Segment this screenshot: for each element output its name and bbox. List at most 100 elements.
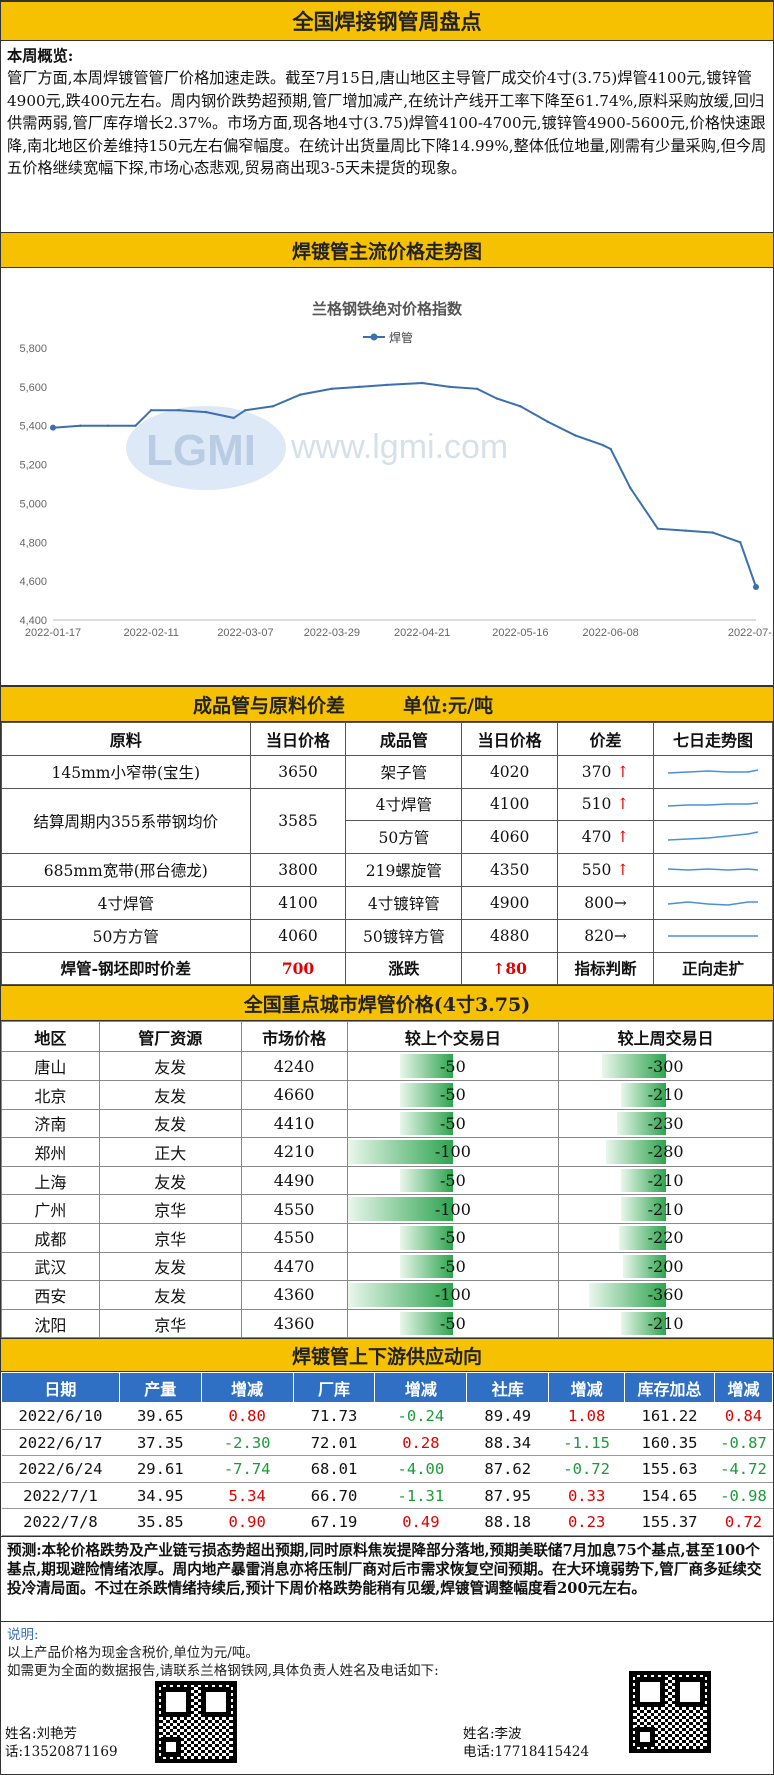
- price-diff: 370 ↑: [557, 754, 654, 789]
- spread-unit: 单位:元/吨: [403, 694, 493, 717]
- supply-value: 160.35: [624, 1429, 715, 1457]
- contact-name: 姓名:李波: [463, 1726, 522, 1742]
- data-point: [244, 408, 247, 412]
- supply-value: 87.95: [466, 1482, 549, 1510]
- data-point: [232, 416, 235, 420]
- raw-price: 4100: [249, 885, 347, 920]
- change-bar: [620, 1311, 666, 1336]
- up-arrow-icon: ↑: [616, 795, 630, 814]
- change-prev-week: -220: [558, 1222, 773, 1253]
- change-prev-week: -360: [558, 1280, 773, 1310]
- spread-row: 145mm小窄带(宝生) 3650 架子管 4020 370 ↑: [1, 754, 774, 789]
- x-tick-label: 2022-03-29: [304, 627, 360, 639]
- supply-value: 0.72: [714, 1508, 773, 1536]
- raw-material: 145mm小窄带(宝生): [1, 754, 251, 789]
- change-bar: [347, 1140, 453, 1164]
- price-diff: 820→: [557, 918, 654, 953]
- indicator-value: 正向走扩: [652, 951, 774, 986]
- market-price: 4490: [240, 1165, 348, 1196]
- change-bar: [589, 1283, 666, 1307]
- city-header: 管厂资源: [98, 1021, 242, 1053]
- supply-value: -7.74: [201, 1455, 294, 1483]
- supply-header-row: 日期 产量 增减 厂库 增减 社库 增减 库存加总 增减: [1, 1372, 774, 1404]
- supply-value: 35.85: [119, 1508, 202, 1536]
- y-axis: 4,400 4,600 4,800 5,000 5,200 5,400 5,600 5,800: [19, 343, 47, 627]
- data-point: [358, 385, 361, 389]
- data-point: [739, 541, 742, 544]
- change-label: 涨跌: [345, 951, 463, 986]
- y-tick-label: 5,600: [19, 382, 47, 394]
- supply-value: -0.24: [374, 1402, 467, 1430]
- mill-resource: 友发: [98, 1165, 242, 1196]
- spread-row: 4寸焊管 4100 4寸镀锌管 4900 800→: [1, 885, 774, 920]
- change-prev-week: -200: [558, 1251, 773, 1282]
- chart-legend: 焊管: [363, 330, 413, 345]
- raw-material: 50方方管: [1, 918, 251, 953]
- supply-value: 66.70: [293, 1482, 375, 1510]
- market-price: 4360: [240, 1280, 348, 1310]
- city-name: 西安: [1, 1280, 100, 1310]
- sparkline-cell: [652, 918, 774, 953]
- change-bar: [347, 1197, 453, 1221]
- mill-resource: 友发: [98, 1051, 242, 1081]
- market-price: 4360: [240, 1308, 348, 1339]
- data-point: [177, 408, 180, 412]
- supply-value: 154.65: [624, 1482, 715, 1510]
- data-point: [574, 434, 577, 437]
- supply-value: 161.22: [624, 1402, 715, 1430]
- spread-row: 50方方管 4060 50镀锌方管 4880 820→: [1, 918, 774, 953]
- y-tick-label: 5,400: [19, 421, 47, 433]
- spread-footer-row: 焊管-钢坯即时价差 700 涨跌 ↑80 指标判断 正向走扩: [1, 951, 774, 986]
- city-name: 郑州: [1, 1137, 100, 1167]
- supply-value: 155.63: [624, 1455, 715, 1483]
- watermark-logo: LGMI: [146, 426, 256, 475]
- sparkline-cell: [652, 853, 774, 887]
- raw-material: 结算周期内355系带钢均价: [1, 787, 251, 855]
- chart-section-heading: 焊镀管主流价格走势图: [1, 232, 773, 268]
- billet-spread-label: 焊管-钢坯即时价差: [1, 951, 251, 986]
- city-row: 沈阳 京华 4360 -50 -210: [1, 1308, 773, 1339]
- contact-2: 姓名:李波 电话:17718415424: [463, 1725, 589, 1761]
- product: 4寸焊管: [345, 787, 463, 822]
- supply-value: 72.01: [293, 1429, 375, 1457]
- raw-material: 685mm宽带(邢台德龙): [1, 853, 251, 887]
- overview-text: 管厂方面,本周焊镀管管厂价格加速走跌。截至7月15日,唐山地区主导管厂成交价4寸…: [7, 69, 767, 178]
- x-tick-label: 2022-06-08: [583, 627, 639, 639]
- supply-header: 增减: [713, 1372, 774, 1404]
- qr-code-icon: [629, 1671, 711, 1753]
- change-bar: [347, 1283, 453, 1307]
- supply-value: 0.28: [374, 1429, 467, 1457]
- supply-value: 0.23: [548, 1508, 625, 1536]
- supply-value: 71.73: [293, 1402, 375, 1430]
- spread-section-heading: 成品管与原料价差 单位:元/吨: [1, 686, 773, 722]
- supply-value: 34.95: [119, 1482, 202, 1510]
- supply-date: 2022/6/24: [1, 1455, 120, 1483]
- change-prev-week: -210: [558, 1079, 773, 1110]
- supply-value: 89.49: [466, 1402, 549, 1430]
- price-diff: 510 ↑: [557, 787, 654, 822]
- supply-value: -0.72: [548, 1455, 625, 1483]
- supply-date: 2022/7/8: [1, 1508, 120, 1536]
- change-bar: [606, 1140, 666, 1164]
- price-diff: 800→: [557, 885, 654, 920]
- supply-value: 0.90: [201, 1508, 294, 1536]
- spread-header-row: 原料 当日价格 成品管 当日价格 价差 七日走势图: [1, 722, 774, 756]
- data-point: [204, 410, 208, 414]
- market-price: 4550: [240, 1222, 348, 1253]
- data-point: [629, 486, 632, 490]
- city-row: 武汉 友发 4470 -50 -200: [1, 1251, 773, 1282]
- supply-value: -4.72: [714, 1455, 773, 1483]
- supply-value: 0.49: [374, 1508, 467, 1536]
- sparkline-cell: [652, 885, 774, 920]
- spread-header: 当日价格: [249, 722, 347, 756]
- change-bar: [400, 1054, 453, 1078]
- market-price: 4550: [240, 1194, 348, 1224]
- mill-resource: 京华: [98, 1222, 242, 1253]
- data-point: [420, 381, 424, 385]
- x-tick-label: 2022-01-17: [25, 627, 81, 639]
- supply-value: 37.35: [119, 1429, 202, 1457]
- data-point: [50, 424, 56, 431]
- city-name: 唐山: [1, 1051, 100, 1081]
- supply-value: 87.62: [466, 1455, 549, 1483]
